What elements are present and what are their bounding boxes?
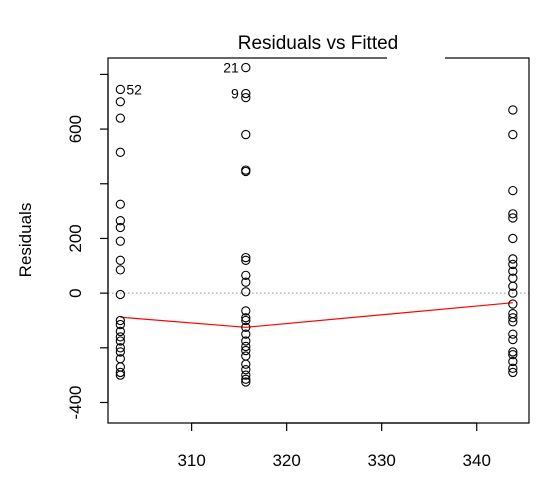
data-point-g1-0 [241, 62, 251, 73]
data-point-g1-17 [241, 341, 251, 352]
y-tick-label-0: -400 [66, 385, 85, 419]
data-point-g2-18 [508, 347, 518, 357]
data-point-g0-9 [115, 265, 126, 275]
smooth-layer [120, 302, 513, 328]
data-point-g0-10 [115, 289, 126, 300]
data-point-g2-12 [508, 299, 518, 309]
y-tick-label-3: 600 [66, 115, 85, 143]
chart-title: Residuals vs Fitted [238, 33, 399, 54]
data-point-g0-15 [115, 336, 126, 346]
data-point-g0-13 [115, 326, 126, 337]
data-point-g1-22 [241, 370, 251, 380]
data-point-g2-2 [508, 185, 518, 196]
data-point-g2-20 [508, 356, 518, 367]
x-tick-label-0: 310 [177, 451, 205, 470]
data-point-g0-7 [115, 236, 126, 246]
x-tick-label-2: 330 [368, 451, 396, 470]
data-point-g0-21 [115, 370, 126, 380]
x-tick-label-1: 320 [272, 451, 300, 470]
data-point-g0-3 [115, 147, 126, 157]
data-point-g2-17 [508, 334, 518, 345]
data-point-g0-2 [115, 113, 126, 123]
data-point-g2-16 [508, 329, 518, 339]
data-point-g1-13 [241, 315, 251, 326]
data-point-g0-20 [115, 367, 126, 378]
y-tick-label-1: 0 [66, 288, 85, 297]
data-point-g1-8 [241, 270, 251, 281]
data-point-g1-21 [241, 365, 251, 375]
data-point-g2-1 [508, 129, 518, 140]
data-point-g2-22 [508, 367, 518, 378]
data-point-g2-4 [508, 213, 518, 223]
y-axis: -400 0 200 600 [66, 73, 109, 420]
data-point-g1-5 [241, 166, 251, 177]
point-label-2: 9 [231, 86, 239, 102]
data-point-g1-6 [241, 252, 251, 263]
data-point-g1-24 [241, 377, 251, 387]
data-point-g2-6 [508, 254, 518, 264]
data-point-g2-0 [508, 105, 518, 115]
data-point-g2-15 [508, 317, 518, 327]
data-point-g0-4 [115, 199, 126, 209]
data-point-g1-23 [241, 374, 251, 384]
smooth-line [120, 302, 513, 328]
data-point-g0-12 [115, 319, 126, 330]
x-tick-label-3: 340 [463, 451, 491, 470]
y-tick-label-2: 200 [66, 224, 85, 252]
data-point-g1-7 [241, 255, 251, 265]
x-axis: 310 320 330 340 [177, 422, 491, 470]
title-overlap-patch [387, 55, 445, 61]
data-point-g1-18 [241, 345, 251, 356]
data-point-g1-12 [241, 313, 251, 323]
points-layer [115, 62, 518, 387]
data-point-g0-14 [115, 332, 126, 342]
y-axis-label: Residuals [16, 203, 35, 278]
data-point-g1-16 [241, 336, 251, 346]
data-point-g0-17 [115, 347, 126, 357]
data-point-g1-15 [241, 329, 251, 339]
point-label-1: 21 [223, 60, 239, 76]
data-point-g1-11 [241, 306, 251, 316]
data-point-g0-5 [115, 216, 126, 226]
data-point-g1-9 [241, 277, 251, 287]
data-point-g1-10 [241, 287, 251, 297]
data-point-g0-16 [115, 343, 126, 353]
point-label-0: 52 [126, 81, 142, 97]
data-point-g2-21 [508, 363, 518, 373]
data-point-g1-14 [241, 322, 251, 332]
data-point-g2-8 [508, 266, 518, 276]
data-point-g1-2 [241, 92, 251, 103]
data-point-g2-14 [508, 313, 518, 323]
data-point-g2-10 [508, 281, 518, 291]
data-point-g1-3 [241, 129, 251, 140]
data-point-g2-19 [508, 349, 518, 360]
data-point-g0-8 [115, 255, 126, 265]
data-point-g0-11 [115, 315, 126, 326]
data-point-g1-20 [241, 359, 251, 369]
annotation-layer: 52 21 9 [126, 60, 239, 102]
data-point-g0-0 [115, 84, 126, 95]
data-point-g1-1 [241, 88, 251, 99]
data-point-g0-6 [115, 222, 126, 233]
data-point-g2-7 [508, 259, 518, 270]
data-point-g0-1 [115, 97, 126, 107]
data-point-g2-3 [508, 209, 518, 219]
data-point-g2-11 [508, 288, 518, 298]
plot-frame [107, 57, 530, 424]
data-point-g2-5 [508, 233, 518, 244]
data-point-g1-19 [241, 351, 251, 361]
